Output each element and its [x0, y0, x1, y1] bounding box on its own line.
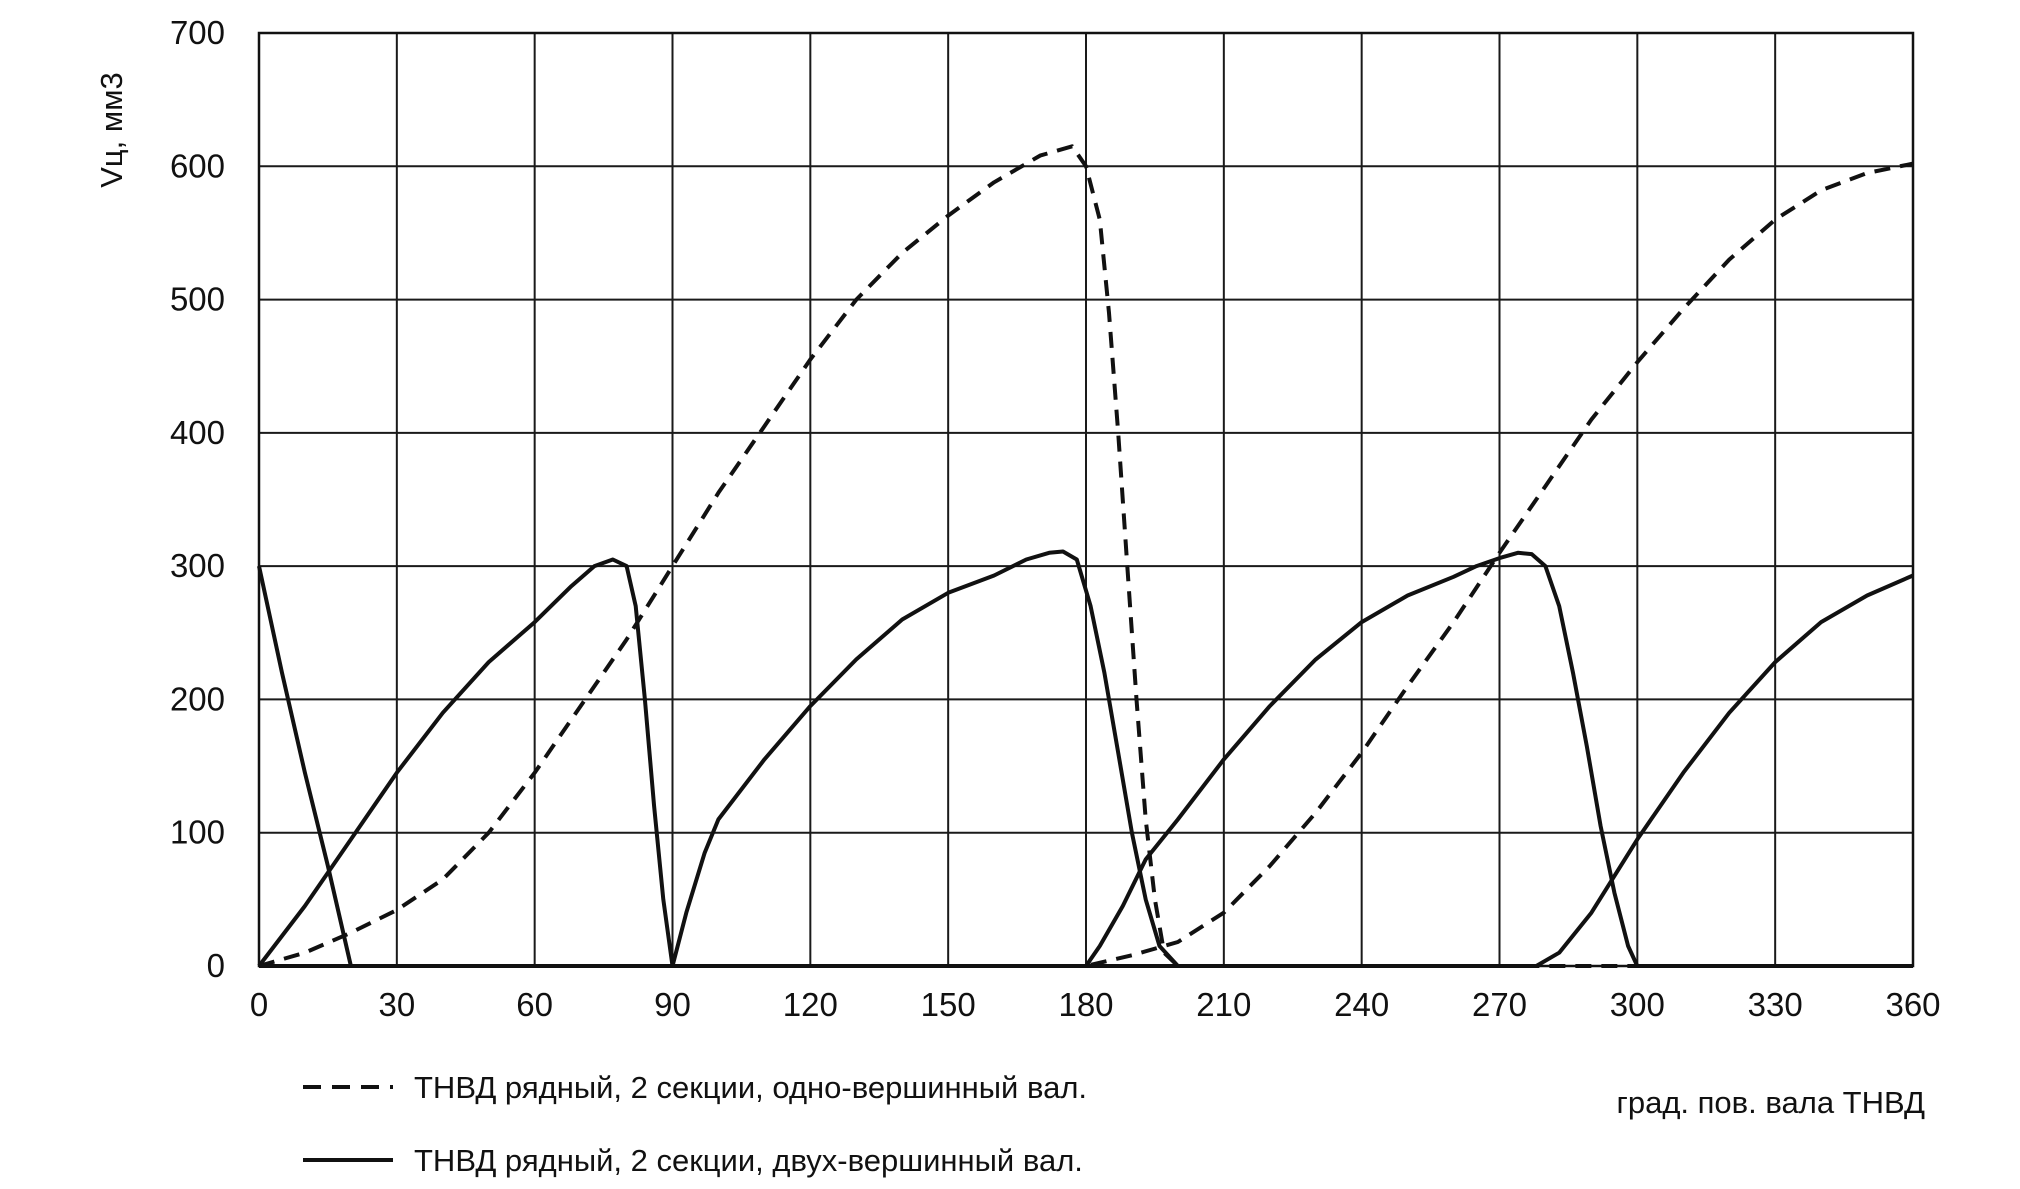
x-tick-label-3: 90 [654, 986, 691, 1023]
y-tick-label-0: 0 [207, 947, 225, 984]
x-tick-label-5: 150 [921, 986, 976, 1023]
y-tick-label-6: 600 [170, 147, 225, 184]
x-tick-label-7: 210 [1196, 986, 1251, 1023]
x-tick-label-10: 300 [1610, 986, 1665, 1023]
y-tick-label-4: 400 [170, 414, 225, 451]
x-tick-label-0: 0 [250, 986, 268, 1023]
y-tick-label-3: 300 [170, 547, 225, 584]
x-tick-label-11: 330 [1748, 986, 1803, 1023]
x-tick-label-8: 240 [1334, 986, 1389, 1023]
legend-label-solid: ТНВД рядный, 2 секции, двух-вершинный ва… [414, 1143, 1083, 1178]
legend-label-dashed: ТНВД рядный, 2 секции, одно-вершинный ва… [414, 1070, 1087, 1105]
legend: ТНВД рядный, 2 секции, одно-вершинный ва… [303, 1070, 1087, 1178]
x-tick-label-6: 180 [1058, 986, 1113, 1023]
x-tick-label-1: 30 [378, 986, 415, 1023]
y-tick-label-1: 100 [170, 814, 225, 851]
x-tick-label-9: 270 [1472, 986, 1527, 1023]
y-tick-label-7: 700 [170, 14, 225, 51]
x-axis-tick-labels: 0 30 60 90 120 150 180 210 240 270 300 330 360 [250, 986, 1941, 1023]
x-tick-label-2: 60 [516, 986, 553, 1023]
series-line-2 [257, 549, 1180, 968]
y-axis-tick-labels: 0 100 200 300 400 500 600 700 [170, 14, 225, 984]
x-axis-title: град. пов. вала ТНВД [1617, 1085, 1925, 1120]
plot-area-border [257, 31, 1915, 968]
y-tick-label-2: 200 [170, 680, 225, 717]
x-tick-label-4: 120 [783, 986, 838, 1023]
y-tick-label-5: 500 [170, 281, 225, 318]
y-axis-title: Vц, мм3 [94, 72, 129, 188]
x-tick-label-12: 360 [1885, 986, 1940, 1023]
plot-frame [257, 31, 1915, 968]
